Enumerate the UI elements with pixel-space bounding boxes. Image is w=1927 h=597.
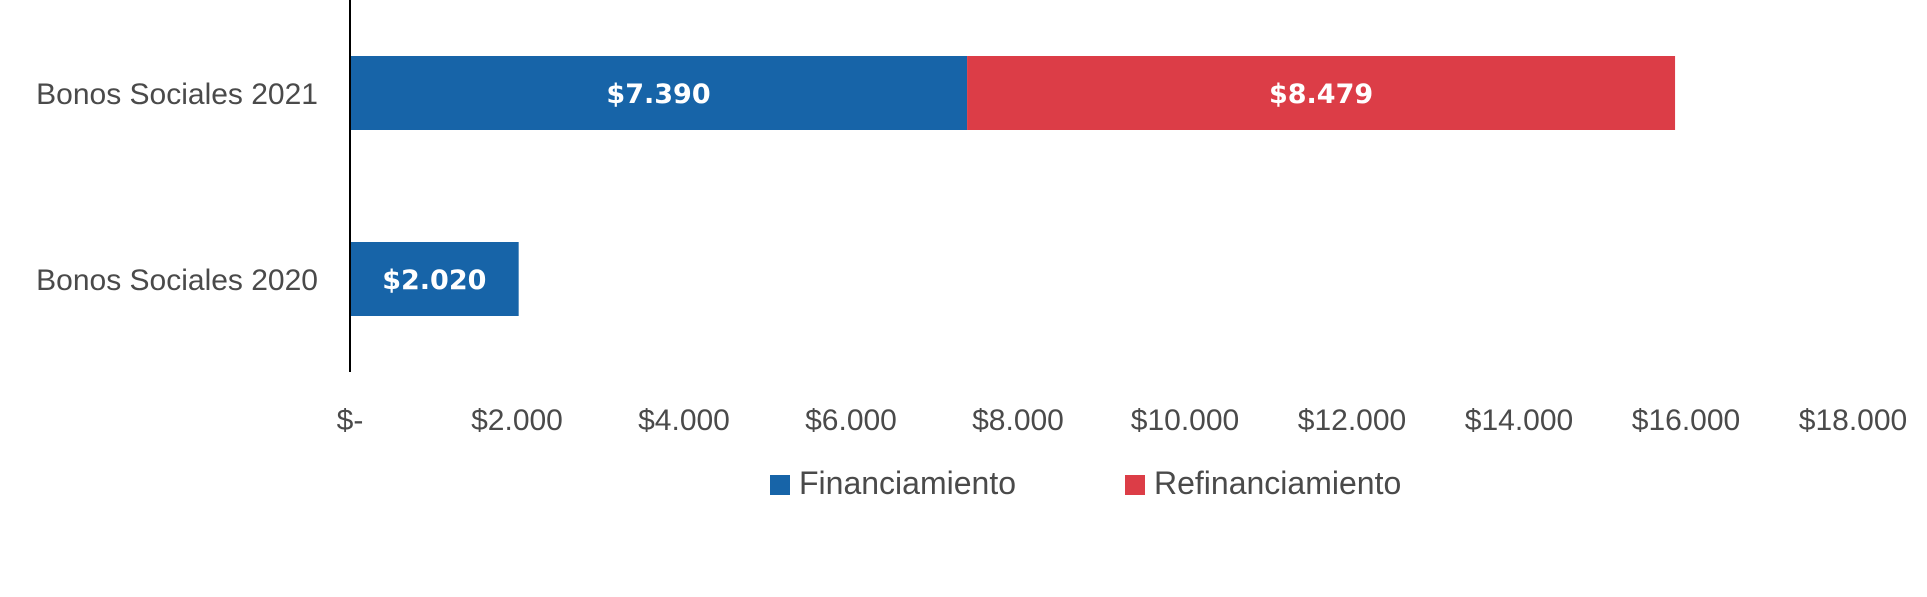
data-label-financiamiento-1: $2.020 [382,265,486,296]
x-tick-label: $16.000 [1632,404,1740,437]
category-label-0: Bonos Sociales 2021 [36,78,318,111]
bar-refinanciamiento-0 [967,56,1676,130]
x-tick-label: $8.000 [972,404,1064,437]
data-label-financiamiento-0: $7.390 [606,79,710,110]
category-labels: Bonos Sociales 2021 Bonos Sociales 2020 [36,78,318,297]
x-tick-label: $2.000 [471,404,563,437]
bar-financiamiento-0 [350,56,968,130]
bars-layer [350,56,1676,316]
x-tick-label: $- [337,404,364,437]
legend-label: Refinanciamiento [1154,465,1401,501]
legend-swatch [1125,475,1145,495]
category-label-1: Bonos Sociales 2020 [36,264,318,297]
bar-financiamiento-1 [350,242,519,316]
legend-label: Financiamiento [799,465,1016,501]
x-tick-label: $4.000 [638,404,730,437]
legend-item-financiamiento: Financiamiento [770,465,1016,501]
x-tick-label: $12.000 [1298,404,1406,437]
data-label-refinanciamiento-0: $8.479 [1269,79,1373,110]
legend-swatch [770,475,790,495]
x-axis-tick-labels: $- $2.000 $4.000 $6.000 $8.000 $10.000 $12.000… [337,404,1908,437]
x-tick-label: $6.000 [805,404,897,437]
x-tick-label: $18.000 [1799,404,1907,437]
legend: Financiamiento Refinanciamiento [770,465,1401,501]
x-tick-label: $10.000 [1131,404,1239,437]
bar-labels-layer: $7.390 $8.479 $2.020 [382,79,1373,296]
legend-item-refinanciamiento: Refinanciamiento [1125,465,1401,501]
x-tick-label: $14.000 [1465,404,1573,437]
